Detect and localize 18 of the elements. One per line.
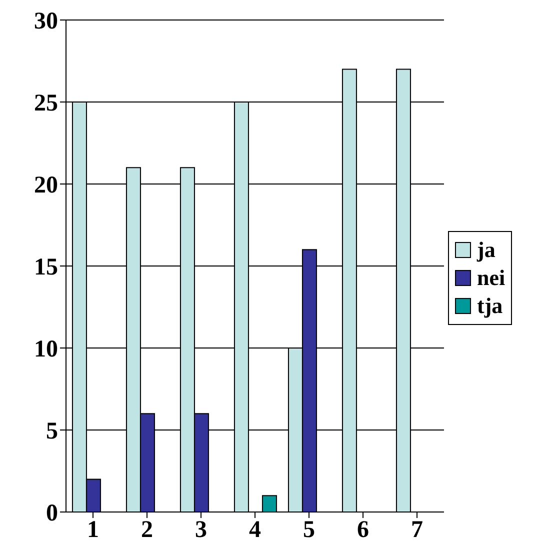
y-tick-label: 0 (46, 500, 58, 527)
legend-label: ja (477, 236, 496, 264)
y-tick-label: 20 (34, 172, 58, 199)
x-tick-label: 1 (87, 517, 99, 544)
bar (262, 495, 277, 512)
x-tick-label: 4 (249, 517, 261, 544)
y-tick-label: 5 (46, 418, 58, 445)
x-tick-label: 5 (303, 517, 315, 544)
y-tick-label: 30 (34, 8, 58, 35)
y-tick-label: 15 (34, 254, 58, 281)
x-tick-label: 2 (141, 517, 153, 544)
legend-label: tja (477, 292, 503, 320)
y-tick-label: 10 (34, 336, 58, 363)
legend-label: nei (477, 264, 506, 292)
x-tick-label: 3 (195, 517, 207, 544)
x-tick-label: 7 (411, 517, 423, 544)
x-tick-label: 6 (357, 517, 369, 544)
y-tick-label: 25 (34, 90, 58, 117)
